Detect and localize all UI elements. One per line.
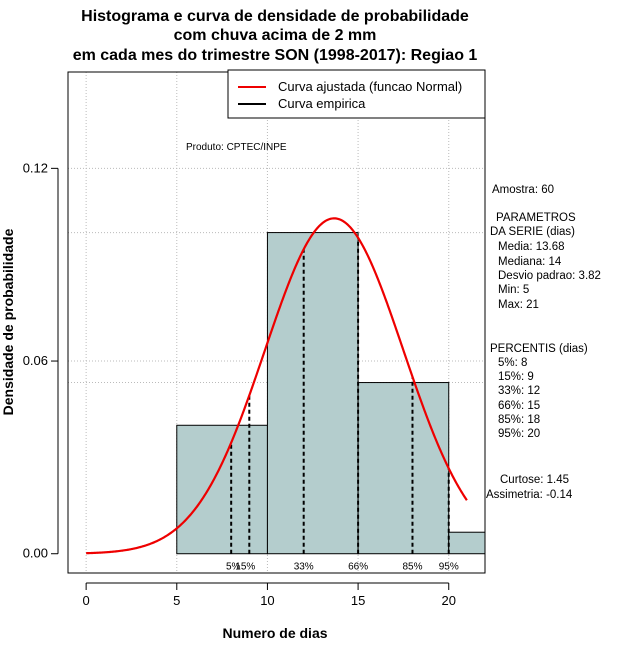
produto-note: Produto: CPTEC/INPE: [186, 142, 287, 153]
percentile-label-3: 66%: [348, 562, 368, 573]
parametro-min: Min: 5: [498, 284, 529, 296]
y-tick-label-2: 0.12: [23, 160, 48, 175]
percentil-5: 5%: 8: [498, 357, 527, 369]
chart-title-line-3: em cada mes do trimestre SON (1998-2017)…: [73, 47, 478, 64]
stats-panel: Amostra: 60 PARAMETROS DA SERIE (dias) M…: [486, 184, 601, 501]
percentile-label-4: 85%: [402, 562, 422, 573]
normal-curve: [86, 217, 468, 555]
parametro-mediana: Mediana: 14: [498, 256, 562, 268]
percentil-85: 85%: 18: [498, 414, 540, 426]
percentile-label-0: 5%: [226, 562, 241, 573]
parametro-max: Max: 21: [498, 299, 539, 311]
percentile-markers: 5%15% 33% 66% 85% 95%: [226, 237, 459, 573]
chart-title-line-1: Histograma e curva de densidade de proba…: [81, 8, 469, 25]
curtose-text: Curtose: 1.45: [500, 474, 569, 486]
y-tick-label-0: 0.00: [23, 546, 48, 561]
percentile-label-5: 95%: [439, 562, 459, 573]
amostra-text: Amostra: 60: [492, 184, 554, 196]
y-axis-title: Densidade de probabilidade: [0, 228, 16, 415]
parametros-title-1: PARAMETROS: [496, 212, 576, 224]
parametros-title-2: DA SERIE (dias): [490, 226, 575, 238]
x-axis-title: Numero de dias: [222, 625, 327, 641]
histogram-bar-3: [448, 531, 486, 555]
chart-title-line-2: com chuva acima de 2 mm: [174, 27, 377, 44]
y-tick-label-1: 0.06: [23, 353, 48, 368]
percentil-95: 95%: 20: [498, 428, 540, 440]
x-tick-label-0: 0: [83, 593, 90, 608]
normal-curve-layer: [86, 217, 468, 555]
x-tick-label-1: 5: [173, 593, 180, 608]
percentil-15: 15%: 9: [498, 371, 534, 383]
legend-label-empirical: Curva empirica: [278, 96, 366, 111]
histogram-bar-1: [266, 232, 359, 555]
parametro-desvio: Desvio padrao: 3.82: [498, 270, 601, 282]
percentil-66: 66%: 15: [498, 400, 540, 412]
legend: Curva ajustada (funcao Normal) Curva emp…: [227, 69, 486, 119]
histogram-bar-0: [176, 424, 268, 555]
legend-label-normal: Curva ajustada (funcao Normal): [278, 79, 462, 94]
histogram-bar-2: [357, 382, 450, 555]
percentile-label-1: 15%: [235, 562, 255, 573]
percentil-33: 33%: 12: [498, 385, 540, 397]
histogram-bars: [176, 232, 486, 555]
parametro-media: Media: 13.68: [498, 241, 565, 253]
legend-box: [227, 69, 486, 119]
assimetria-text: Assimetria: -0.14: [486, 489, 573, 501]
axes: 0 5 10 15 20 0.00 0.06 0.12: [23, 160, 456, 608]
x-tick-label-3: 15: [351, 593, 365, 608]
x-tick-label-4: 20: [442, 593, 456, 608]
percentile-label-2: 33%: [294, 562, 314, 573]
percentis-title: PERCENTIS (dias): [490, 343, 588, 355]
x-tick-label-2: 10: [260, 593, 274, 608]
